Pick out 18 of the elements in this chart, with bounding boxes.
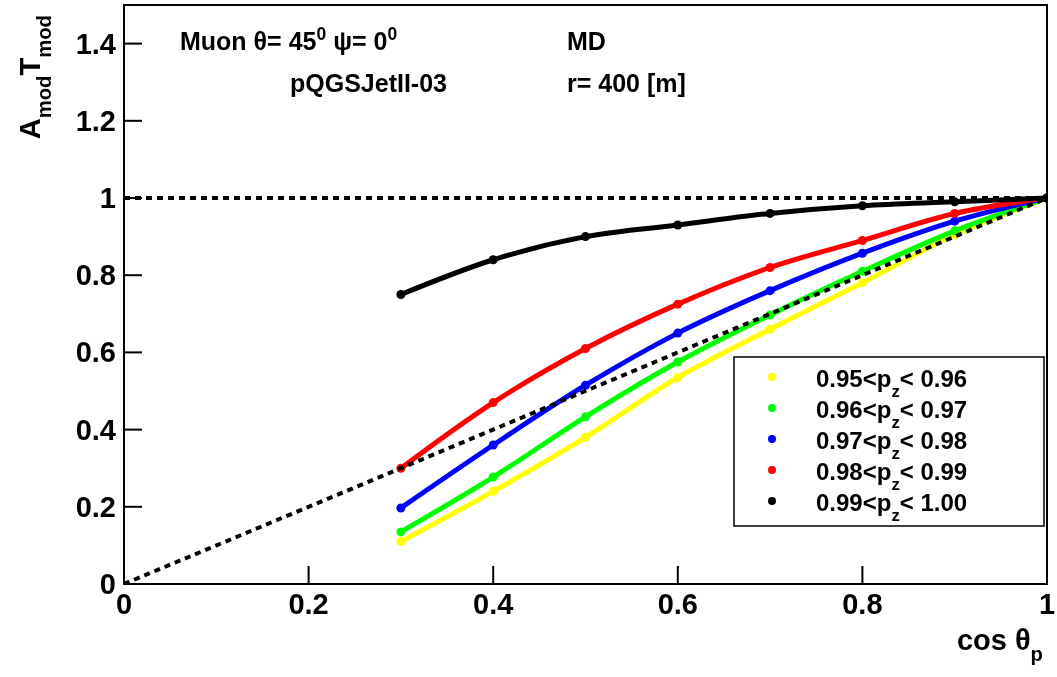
- x-tick-label: 1: [1038, 588, 1056, 620]
- y-tick-label: 0.2: [75, 490, 116, 523]
- y-tick-label: 1: [99, 182, 116, 214]
- x-tick-label: 0.6: [657, 588, 698, 620]
- text: Muon θ= 45$^{0}$ ψ= 0$^{0}$: [180, 24, 398, 55]
- y-tick-label: 0.4: [75, 413, 116, 446]
- annotation: MD: [567, 27, 606, 55]
- x-tick-label: 0.2: [288, 588, 329, 620]
- x-tick-label: 0.4: [473, 588, 514, 620]
- x-axis-title: cos θ$_{p}$: [956, 624, 1043, 665]
- y-tick-label: 0.6: [75, 336, 116, 369]
- annotation: r= 400 [m]: [567, 69, 686, 97]
- x-tick-label: 0.8: [842, 588, 883, 620]
- y-tick-label: 0.8: [75, 259, 116, 292]
- annotation: pQGSJetII-03: [290, 69, 447, 97]
- y-tick-label: 0: [99, 568, 116, 600]
- y-tick-label: 1.2: [75, 104, 116, 137]
- y-tick-label: 1.4: [75, 27, 116, 60]
